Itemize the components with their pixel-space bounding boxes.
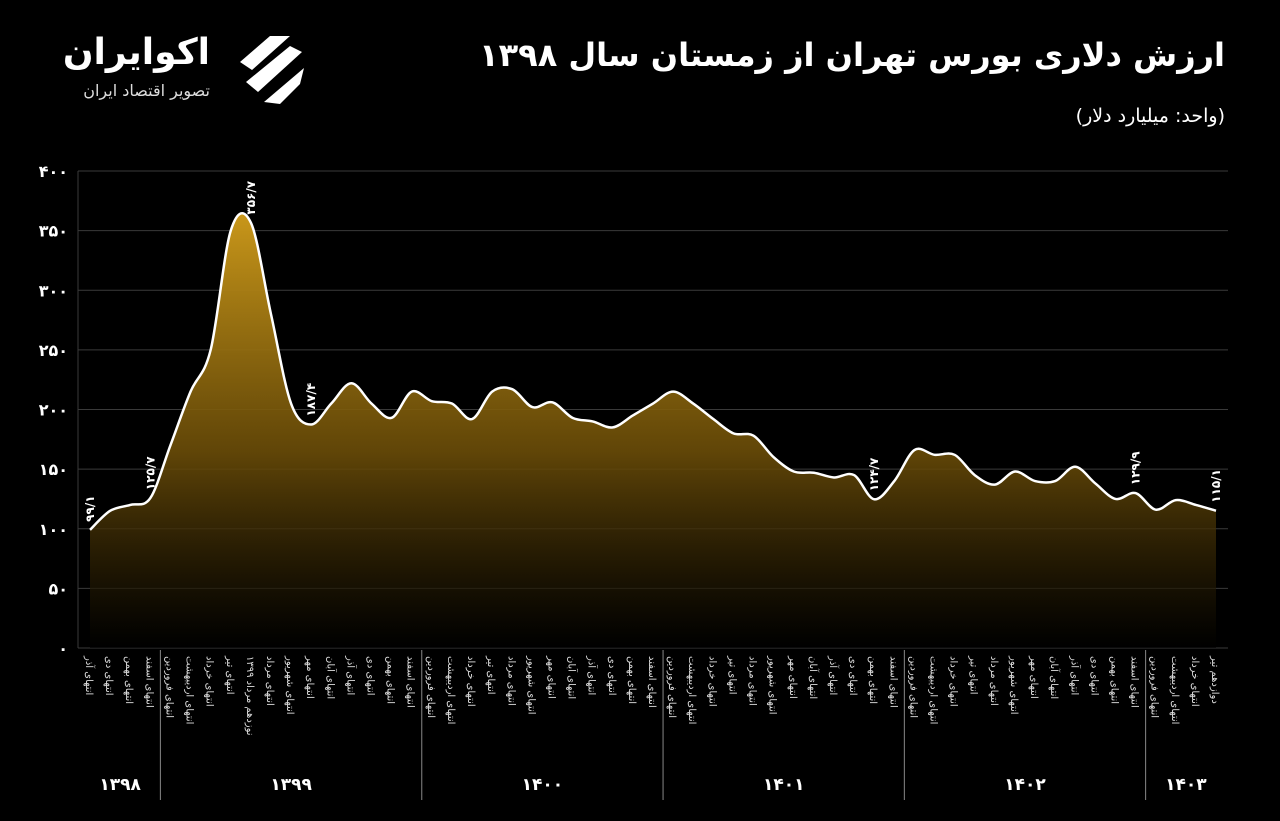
y-tick-label: ۴۰۰ [39, 162, 68, 181]
x-tick-label: انتهای اردیبهشت [445, 656, 456, 724]
x-tick-label: انتهای آبان [807, 656, 820, 699]
value-label: ۱۸۷/۴ [304, 383, 318, 417]
tagline: تصویر اقتصاد ایران [83, 81, 210, 101]
x-tick-label: انتهای بهمن [385, 656, 396, 704]
value-label: ۱۲۹/۹ [1129, 451, 1143, 485]
chart-title: ارزش دلاری بورس تهران از زمستان سال ۱۳۹۸ [479, 36, 1225, 74]
x-tick-label: انتهای تیر [224, 655, 235, 695]
x-tick-label: انتهای دی [365, 656, 376, 696]
x-tick-label: انتهای مهر [787, 655, 798, 699]
logo-icon [240, 36, 304, 104]
x-tick-label: انتهای مهر [1028, 655, 1039, 699]
x-tick-label: انتهای خرداد [948, 656, 959, 707]
x-tick-label: انتهای اسفند [887, 656, 898, 708]
x-tick-label: انتهای مرداد [747, 656, 758, 706]
x-tick-label: انتهای آذر [344, 655, 357, 695]
x-tick-label: انتهای فروردین [1149, 656, 1160, 718]
x-tick-label: انتهای بهمن [123, 656, 134, 704]
line [89, 212, 1217, 531]
x-tick-label: انتهای آذر [83, 655, 96, 695]
y-tick-label: ۳۵۰ [39, 222, 68, 241]
x-tick-label: انتهای فروردین [163, 656, 174, 718]
x-tick-label: انتهای اسفند [143, 656, 154, 708]
x-tick-label: انتهای مرداد [505, 656, 516, 706]
y-tick-label: ۱۵۰ [39, 460, 68, 479]
value-label: ۹۹/۱ [83, 495, 97, 521]
x-tick-label: انتهای آبان [324, 656, 337, 699]
group-label: ۱۴۰۳ [1165, 775, 1207, 795]
x-tick-label: دوازدهم تیر [1209, 655, 1220, 704]
x-tick-label: انتهای دی [606, 656, 617, 696]
x-tick-label: انتهای مهر [304, 655, 315, 699]
x-tick-label: انتهای خرداد [706, 656, 717, 707]
x-tick-label: انتهای تیر [968, 655, 979, 695]
x-tick-label: انتهای بهمن [867, 656, 878, 704]
value-label: ۱۱۵/۱ [1209, 469, 1223, 503]
x-tick-label: انتهای تیر [485, 655, 496, 695]
y-tick-label: ۲۵۰ [39, 341, 68, 360]
group-label: ۱۴۰۰ [522, 775, 564, 795]
group-label: ۱۴۰۱ [763, 775, 805, 795]
x-tick-label: انتهای فروردین [425, 656, 436, 718]
x-tick-label: نوزدهم مرداد ۱۳۹۹ [244, 656, 255, 736]
y-tick-label: ۵۰ [48, 579, 68, 598]
x-tick-label: انتهای اردیبهشت [928, 656, 939, 724]
y-tick-label: ۳۰۰ [39, 281, 68, 300]
x-tick-label: انتهای دی [1088, 656, 1099, 696]
x-tick-label: انتهای خرداد [204, 656, 215, 707]
group-label: ۱۳۹۹ [270, 775, 312, 795]
x-tick-label: انتهای مرداد [264, 656, 275, 706]
x-tick-label: انتهای بهمن [626, 656, 637, 704]
x-tick-label: انتهای اردیبهشت [1169, 656, 1180, 724]
x-tick-label: انتهای شهریور [284, 655, 295, 715]
x-tick-label: انتهای اردیبهشت [686, 656, 697, 724]
area [90, 213, 1216, 648]
x-tick-label: انتهای آذر [586, 655, 599, 695]
group-label: ۱۴۰۲ [1004, 775, 1046, 795]
value-label: ۱۲۴/۷ [867, 457, 881, 491]
x-tick-label: انتهای خرداد [1189, 656, 1200, 707]
y-tick-label: ۲۰۰ [39, 401, 68, 420]
x-tick-label: انتهای آذر [1068, 655, 1081, 695]
x-tick-label: انتهای اسفند [646, 656, 657, 708]
value-label: ۱۲۵/۷ [143, 456, 157, 490]
x-tick-label: انتهای مهر [545, 655, 556, 699]
x-tick-label: انتهای آبان [566, 656, 579, 699]
x-tick-label: انتهای اردیبهشت [184, 656, 195, 724]
x-tick-label: انتهای دی [103, 656, 114, 696]
x-tick-label: انتهای شهریور [525, 655, 536, 715]
x-tick-label: انتهای فروردین [907, 656, 918, 718]
x-tick-label: انتهای خرداد [465, 656, 476, 707]
x-tick-label: انتهای فروردین [666, 656, 677, 718]
x-tick-label: انتهای دی [847, 656, 858, 696]
x-tick-label: انتهای مرداد [988, 656, 999, 706]
brand: اکوایران [63, 32, 210, 73]
x-tick-label: انتهای شهریور [1008, 655, 1019, 715]
x-tick-label: انتهای آذر [827, 655, 840, 695]
x-tick-label: انتهای اسفند [405, 656, 416, 708]
y-tick-label: ۰ [58, 639, 68, 658]
value-label: ۳۵۶/۷ [244, 180, 258, 214]
x-tick-label: انتهای تیر [726, 655, 737, 695]
x-tick-label: انتهای اسفند [1129, 656, 1140, 708]
group-label: ۱۳۹۸ [99, 775, 141, 795]
chart-subtitle: (واحد: میلیارد دلار) [1076, 105, 1225, 127]
x-tick-label: انتهای آبان [1048, 656, 1061, 699]
x-tick-label: انتهای شهریور [767, 655, 778, 715]
x-tick-label: انتهای بهمن [1108, 656, 1119, 704]
y-tick-label: ۱۰۰ [39, 520, 68, 539]
